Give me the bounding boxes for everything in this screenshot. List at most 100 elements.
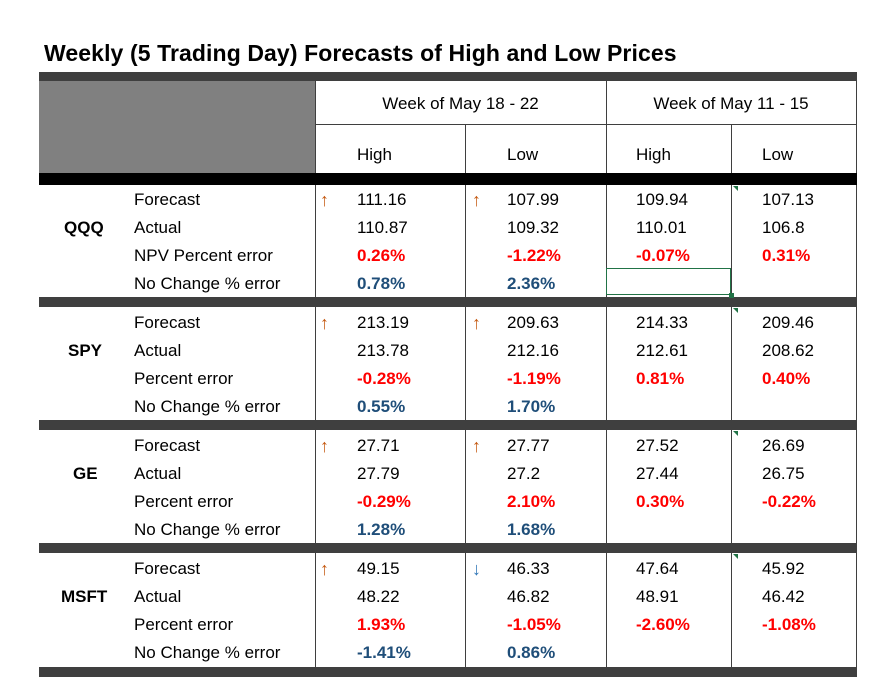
value-cell-high1[interactable]: 49.15 bbox=[357, 559, 400, 578]
group-separator-bar bbox=[39, 667, 857, 677]
value-cell-high2[interactable]: 214.33 bbox=[636, 313, 688, 332]
value-cell-low2[interactable]: 209.46 bbox=[762, 313, 814, 332]
row-label: Forecast bbox=[134, 436, 201, 455]
value-cell-high1[interactable]: -0.29% bbox=[357, 492, 411, 511]
value-cell-high2[interactable]: -2.60% bbox=[636, 615, 690, 634]
value-cell-low1[interactable]: 2.36% bbox=[507, 274, 556, 293]
header-divider-h bbox=[315, 124, 857, 125]
value-cell-low1[interactable]: -1.19% bbox=[507, 369, 561, 388]
column-divider bbox=[465, 185, 466, 667]
up-arrow-icon: ↑ bbox=[320, 190, 329, 210]
value-cell-low1[interactable]: 2.10% bbox=[507, 492, 556, 511]
row-label: Forecast bbox=[134, 559, 201, 578]
value-cell-low1[interactable]: 27.77 bbox=[507, 436, 550, 455]
sheet-title: Weekly (5 Trading Day) Forecasts of High… bbox=[44, 40, 677, 66]
value-cell-high2[interactable]: 109.94 bbox=[636, 190, 688, 209]
value-cell-low1[interactable]: 46.33 bbox=[507, 559, 550, 578]
value-cell-low2[interactable]: 106.8 bbox=[762, 218, 805, 237]
header-top-bar bbox=[39, 72, 857, 81]
value-cell-high2[interactable]: 110.01 bbox=[636, 218, 687, 237]
row-label: Actual bbox=[134, 341, 182, 360]
value-cell-low1[interactable]: -1.22% bbox=[507, 246, 561, 265]
row-label: Actual bbox=[134, 218, 182, 237]
value-cell-high2[interactable]: -0.07% bbox=[636, 246, 690, 265]
row-label: Actual bbox=[134, 587, 182, 606]
row-label: No Change % error bbox=[134, 397, 281, 416]
up-arrow-icon: ↑ bbox=[472, 436, 481, 456]
value-cell-low1[interactable]: 107.99 bbox=[507, 190, 559, 209]
value-cell-low1[interactable]: 46.82 bbox=[507, 587, 550, 606]
row-label: Percent error bbox=[134, 615, 234, 634]
value-cell-high1[interactable]: 110.87 bbox=[357, 218, 408, 237]
value-cell-high2[interactable]: 0.30% bbox=[636, 492, 685, 511]
value-cell-high1[interactable]: 1.28% bbox=[357, 520, 406, 539]
value-cell-low2[interactable]: 46.42 bbox=[762, 587, 805, 606]
row-label: Percent error bbox=[134, 492, 234, 511]
low1-header: Low bbox=[507, 145, 539, 164]
value-cell-low2[interactable]: 107.13 bbox=[762, 190, 814, 209]
row-label: No Change % error bbox=[134, 520, 281, 539]
value-cell-low1[interactable]: 27.2 bbox=[507, 464, 541, 483]
value-cell-low2[interactable]: -1.08% bbox=[762, 615, 816, 634]
value-cell-high1[interactable]: 213.78 bbox=[357, 341, 409, 360]
value-cell-low1[interactable]: 209.63 bbox=[507, 313, 559, 332]
value-cell-high2[interactable]: 27.44 bbox=[636, 464, 679, 483]
value-cell-high2[interactable]: 47.64 bbox=[636, 559, 679, 578]
header-divider bbox=[315, 81, 316, 173]
value-cell-high1[interactable]: -0.28% bbox=[357, 369, 411, 388]
row-label: No Change % error bbox=[134, 643, 281, 662]
value-cell-low2[interactable]: 208.62 bbox=[762, 341, 814, 360]
value-cell-high1[interactable]: 27.79 bbox=[357, 464, 400, 483]
value-cell-high2[interactable]: 0.81% bbox=[636, 369, 685, 388]
ticker-label: SPY bbox=[68, 341, 103, 360]
fill-handle[interactable] bbox=[729, 293, 734, 298]
value-cell-high1[interactable]: 27.71 bbox=[357, 436, 400, 455]
week1-header: Week of May 18 - 22 bbox=[382, 94, 539, 113]
value-cell-high2[interactable]: 48.91 bbox=[636, 587, 679, 606]
value-cell-high1[interactable]: 0.26% bbox=[357, 246, 406, 265]
value-cell-low2[interactable]: 0.31% bbox=[762, 246, 811, 265]
value-cell-high1[interactable]: 1.93% bbox=[357, 615, 406, 634]
up-arrow-icon: ↑ bbox=[320, 436, 329, 456]
value-cell-high2[interactable]: 212.61 bbox=[636, 341, 688, 360]
value-cell-low2[interactable]: 26.75 bbox=[762, 464, 805, 483]
row-label: Percent error bbox=[134, 369, 234, 388]
column-divider bbox=[606, 185, 607, 667]
value-cell-high1[interactable]: 0.78% bbox=[357, 274, 406, 293]
week2-header: Week of May 11 - 15 bbox=[653, 94, 809, 113]
value-cell-high1[interactable]: 111.16 bbox=[357, 190, 407, 209]
header-divider bbox=[606, 81, 607, 173]
value-cell-high1[interactable]: -1.41% bbox=[357, 643, 411, 662]
group-separator-bar bbox=[39, 420, 857, 430]
value-cell-low1[interactable]: 109.32 bbox=[507, 218, 559, 237]
value-cell-low2[interactable]: 0.40% bbox=[762, 369, 811, 388]
group-separator-bar bbox=[39, 543, 857, 553]
selected-cell[interactable] bbox=[606, 268, 731, 295]
high1-header: High bbox=[357, 145, 392, 164]
up-arrow-icon: ↑ bbox=[472, 313, 481, 333]
row-label: No Change % error bbox=[134, 274, 281, 293]
header-gray-block bbox=[39, 81, 315, 173]
cell-comment-indicator bbox=[733, 554, 738, 559]
value-cell-high1[interactable]: 0.55% bbox=[357, 397, 406, 416]
value-cell-low2[interactable]: -0.22% bbox=[762, 492, 816, 511]
value-cell-low1[interactable]: 1.68% bbox=[507, 520, 556, 539]
value-cell-high2[interactable]: 27.52 bbox=[636, 436, 679, 455]
header-divider bbox=[731, 125, 732, 173]
value-cell-low2[interactable]: 26.69 bbox=[762, 436, 805, 455]
header-divider bbox=[856, 81, 857, 173]
column-divider bbox=[856, 185, 857, 667]
cell-comment-indicator bbox=[733, 186, 738, 191]
value-cell-low1[interactable]: 0.86% bbox=[507, 643, 556, 662]
value-cell-high1[interactable]: 48.22 bbox=[357, 587, 400, 606]
value-cell-low1[interactable]: 1.70% bbox=[507, 397, 556, 416]
row-label: NPV Percent error bbox=[134, 246, 273, 265]
up-arrow-icon: ↑ bbox=[320, 559, 329, 579]
value-cell-high1[interactable]: 213.19 bbox=[357, 313, 409, 332]
low2-header: Low bbox=[762, 145, 794, 164]
header-divider bbox=[465, 125, 466, 173]
value-cell-low1[interactable]: 212.16 bbox=[507, 341, 559, 360]
value-cell-low2[interactable]: 45.92 bbox=[762, 559, 805, 578]
down-arrow-icon: ↓ bbox=[472, 559, 481, 579]
value-cell-low1[interactable]: -1.05% bbox=[507, 615, 561, 634]
